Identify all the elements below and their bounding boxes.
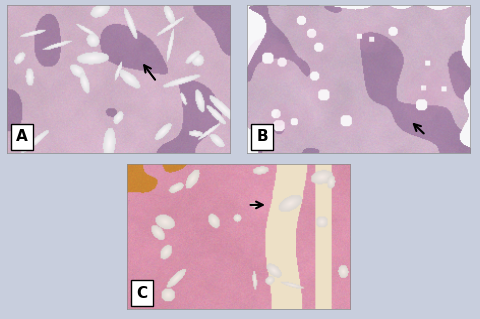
Text: A: A (16, 129, 28, 144)
Text: C: C (136, 286, 147, 301)
Text: B: B (256, 129, 268, 144)
